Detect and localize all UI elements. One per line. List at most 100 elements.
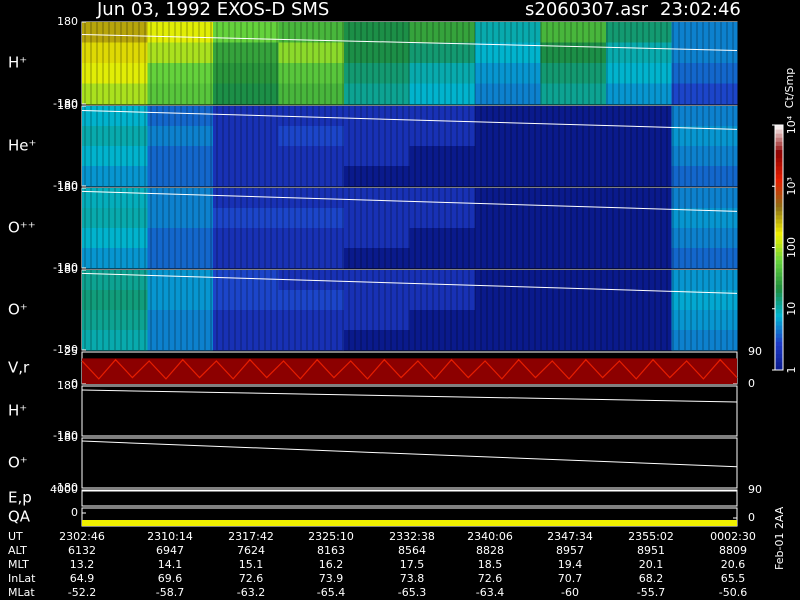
intensity-cell bbox=[606, 330, 672, 351]
intensity-cell bbox=[213, 42, 279, 64]
colorbar-segment bbox=[775, 169, 783, 175]
intensity-cell bbox=[475, 106, 541, 127]
footer-value: 8809 bbox=[719, 544, 747, 557]
colorbar-tick-label: 1 bbox=[785, 367, 798, 374]
intensity-cell bbox=[82, 310, 148, 331]
colorbar-segment bbox=[775, 186, 783, 191]
intensity-cell bbox=[606, 270, 672, 291]
intensity-cell bbox=[409, 248, 476, 269]
footer-value: 2317:42 bbox=[228, 530, 274, 543]
colorbar-tick-label: 10⁴ bbox=[785, 115, 798, 134]
intensity-cell bbox=[213, 208, 279, 229]
panel-label: O⁺ bbox=[8, 454, 28, 472]
intensity-cell bbox=[344, 290, 410, 311]
intensity-cell bbox=[344, 22, 410, 43]
intensity-cell bbox=[671, 270, 738, 291]
intensity-cell bbox=[606, 22, 672, 43]
colorbar-segment bbox=[775, 247, 783, 253]
footer-value: 70.7 bbox=[558, 572, 583, 585]
intensity-cell bbox=[147, 228, 214, 249]
intensity-cell bbox=[475, 228, 541, 249]
intensity-cell bbox=[409, 63, 476, 84]
intensity-cell bbox=[606, 83, 672, 105]
intensity-cell bbox=[409, 22, 476, 43]
intensity-cell bbox=[213, 330, 279, 351]
intensity-cell bbox=[278, 42, 345, 64]
footer-value: -50.6 bbox=[719, 586, 747, 599]
colorbar-segment bbox=[775, 149, 783, 155]
intensity-cell bbox=[409, 166, 476, 187]
y-tick-label: 180 bbox=[57, 379, 78, 392]
footer-value: 0002:30 bbox=[710, 530, 756, 543]
intensity-cell bbox=[409, 270, 476, 291]
intensity-cell bbox=[606, 106, 672, 127]
y-tick-label: 180 bbox=[57, 99, 78, 112]
y2-tick-label: 0 bbox=[748, 511, 755, 524]
colorbar-segment bbox=[775, 365, 783, 371]
intensity-cell bbox=[475, 42, 541, 64]
intensity-cell bbox=[606, 228, 672, 249]
intensity-cell bbox=[409, 290, 476, 311]
colorbar-segment bbox=[775, 300, 783, 306]
intensity-cell bbox=[671, 83, 738, 105]
intensity-cell bbox=[278, 22, 345, 43]
colorbar-segment bbox=[775, 251, 783, 257]
colorbar-segment bbox=[775, 165, 783, 171]
intensity-cell bbox=[344, 42, 410, 64]
panel-label: He⁺ bbox=[8, 137, 36, 155]
intensity-cell bbox=[213, 228, 279, 249]
intensity-cell bbox=[475, 208, 541, 229]
intensity-cell bbox=[409, 106, 476, 127]
intensity-cell bbox=[671, 290, 738, 311]
intensity-cell bbox=[344, 106, 410, 127]
intensity-cell bbox=[82, 22, 148, 43]
intensity-cell bbox=[147, 248, 214, 269]
intensity-cell bbox=[82, 248, 148, 269]
intensity-cell bbox=[82, 166, 148, 187]
footer-value: 64.9 bbox=[70, 572, 95, 585]
y-tick-label: -180 bbox=[53, 429, 78, 442]
footer-value: 20.1 bbox=[639, 558, 664, 571]
colorbar-segment bbox=[775, 174, 783, 179]
y-tick-label: -180 bbox=[53, 481, 78, 494]
wave-line bbox=[81, 358, 738, 380]
intensity-cell bbox=[147, 106, 214, 127]
intensity-cell bbox=[409, 146, 476, 167]
panel-frame bbox=[81, 385, 738, 437]
intensity-cell bbox=[147, 188, 214, 209]
footer-row-label: ALT bbox=[8, 544, 27, 557]
intensity-cell bbox=[213, 310, 279, 331]
intensity-cell bbox=[606, 188, 672, 209]
footer-value: -60 bbox=[561, 586, 579, 599]
intensity-cell bbox=[213, 166, 279, 187]
qa-bar bbox=[82, 520, 737, 526]
y-tick-label: 180 bbox=[57, 181, 78, 194]
colorbar-segment bbox=[775, 182, 783, 187]
colorbar-segment bbox=[775, 304, 783, 310]
footer-value: 20.6 bbox=[721, 558, 746, 571]
intensity-cell bbox=[147, 270, 214, 291]
intensity-cell bbox=[671, 208, 738, 229]
intensity-cell bbox=[606, 310, 672, 331]
footer-value: -65.3 bbox=[398, 586, 426, 599]
intensity-cell bbox=[278, 330, 345, 351]
colorbar-segment bbox=[775, 288, 783, 293]
reference-line bbox=[81, 440, 738, 468]
footer-value: 6947 bbox=[156, 544, 184, 557]
colorbar-label: Ct/Smp bbox=[783, 68, 796, 108]
y-tick-label: -180 bbox=[53, 343, 78, 356]
reference-line bbox=[81, 272, 738, 294]
intensity-cell bbox=[82, 63, 148, 84]
footer-value: 18.5 bbox=[478, 558, 503, 571]
intensity-cell bbox=[671, 42, 738, 64]
colorbar-segment bbox=[775, 267, 783, 273]
intensity-cell bbox=[344, 146, 410, 167]
intensity-cell bbox=[147, 146, 214, 167]
intensity-cell bbox=[147, 330, 214, 351]
footer-value: 69.6 bbox=[158, 572, 183, 585]
intensity-cell bbox=[278, 208, 345, 229]
colorbar-segment bbox=[775, 284, 783, 289]
intensity-cell bbox=[540, 310, 607, 331]
intensity-cell bbox=[409, 83, 476, 105]
